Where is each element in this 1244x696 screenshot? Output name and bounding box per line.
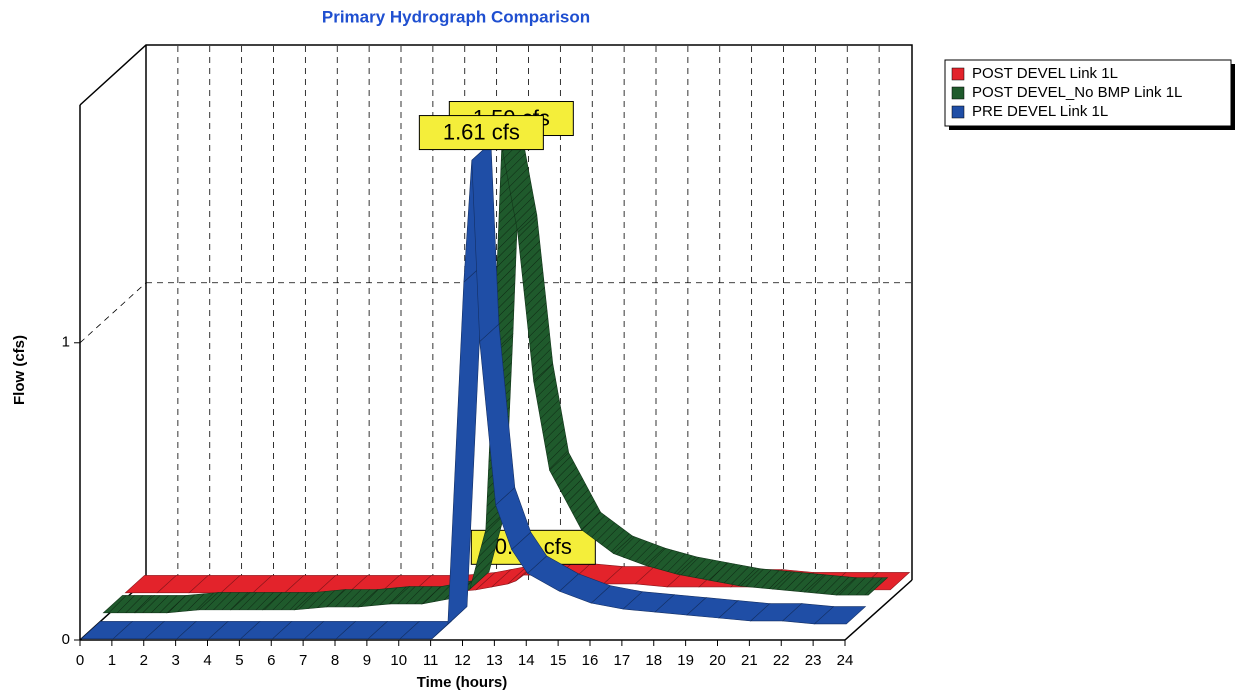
ribbon-hatch	[740, 568, 792, 590]
ribbon-hatch	[230, 592, 282, 610]
x-tick-label: 15	[550, 652, 567, 669]
peak-label-box	[418, 115, 544, 151]
ribbon-hatch	[167, 592, 219, 613]
x-tick-label: 12	[454, 652, 471, 669]
chart-title: Primary Hydrograph Comparison	[322, 7, 590, 26]
legend-label: POST DEVEL Link 1L	[972, 65, 1118, 82]
x-tick-label: 10	[390, 652, 407, 669]
legend-label: POST DEVEL_No BMP Link 1L	[972, 84, 1182, 101]
peak-label: 1.61 cfs	[418, 115, 544, 151]
x-tick-label: 20	[709, 652, 726, 669]
x-tick-label: 21	[741, 652, 758, 669]
legend-swatch	[951, 67, 965, 81]
ribbon-hatch	[645, 547, 697, 575]
y-tick-label: 1	[62, 334, 70, 351]
ribbon-hatch	[294, 589, 346, 610]
x-tick-label: 13	[486, 652, 503, 669]
x-tick-label: 19	[677, 652, 694, 669]
y-tick-label: 0	[62, 631, 70, 648]
ribbon-hatch	[390, 586, 442, 604]
ribbon-hatch	[549, 452, 601, 530]
series-ribbon	[80, 142, 867, 640]
ribbon-hatch	[517, 215, 553, 382]
ribbon-hatch	[613, 536, 665, 566]
x-tick-label: 16	[582, 652, 599, 669]
ribbon-hatch	[501, 128, 537, 233]
ribbon-hatch	[804, 574, 856, 596]
x-tick-label: 11	[423, 652, 439, 669]
legend-swatch	[951, 86, 965, 100]
x-tick-label: 5	[235, 652, 243, 669]
ribbon-hatch	[198, 592, 250, 610]
back-wall	[79, 44, 913, 580]
x-tick-label: 7	[299, 652, 307, 669]
ribbon-hatch	[358, 586, 410, 607]
x-tick-label: 14	[518, 652, 535, 669]
ribbon-hatch	[326, 589, 378, 607]
legend-label: PRE DEVEL Link 1L	[972, 103, 1108, 120]
grid-line	[79, 282, 147, 344]
x-tick-label: 8	[331, 652, 339, 669]
x-tick-label: 22	[773, 652, 790, 669]
legend: POST DEVEL Link 1L POST DEVEL_No BMP Link…	[944, 59, 1232, 127]
ribbon-hatch	[103, 595, 155, 613]
ribbon-hatch	[772, 571, 824, 593]
ribbon-segment	[813, 606, 867, 625]
x-tick-label: 4	[203, 652, 211, 669]
x-tick-label: 24	[837, 652, 854, 669]
ribbon-hatch	[262, 592, 314, 610]
x-tick-label: 1	[108, 652, 116, 669]
ribbon-hatch	[469, 512, 505, 590]
x-tick-label: 3	[171, 652, 179, 669]
x-tick-label: 9	[363, 652, 371, 669]
ribbon-hatch	[581, 512, 633, 554]
plot-frame	[79, 44, 913, 641]
x-tick-label: 17	[614, 652, 631, 669]
x-tick-label: 18	[645, 652, 662, 669]
x-tick-label: 23	[805, 652, 822, 669]
y-axis-label: Flow (cfs)	[11, 335, 28, 405]
legend-swatch	[951, 105, 965, 119]
ribbon-hatch	[836, 577, 888, 596]
x-tick-label: 0	[76, 652, 84, 669]
x-tick-label: 6	[267, 652, 275, 669]
floor-edge	[844, 579, 913, 641]
ribbon-hatch	[533, 363, 569, 471]
legend-box	[944, 59, 1232, 127]
x-tick-label: 2	[140, 652, 148, 669]
x-axis-label: Time (hours)	[417, 674, 508, 691]
peak-label-text: 1.61 cfs	[443, 119, 520, 144]
ribbon-hatch	[135, 595, 187, 613]
